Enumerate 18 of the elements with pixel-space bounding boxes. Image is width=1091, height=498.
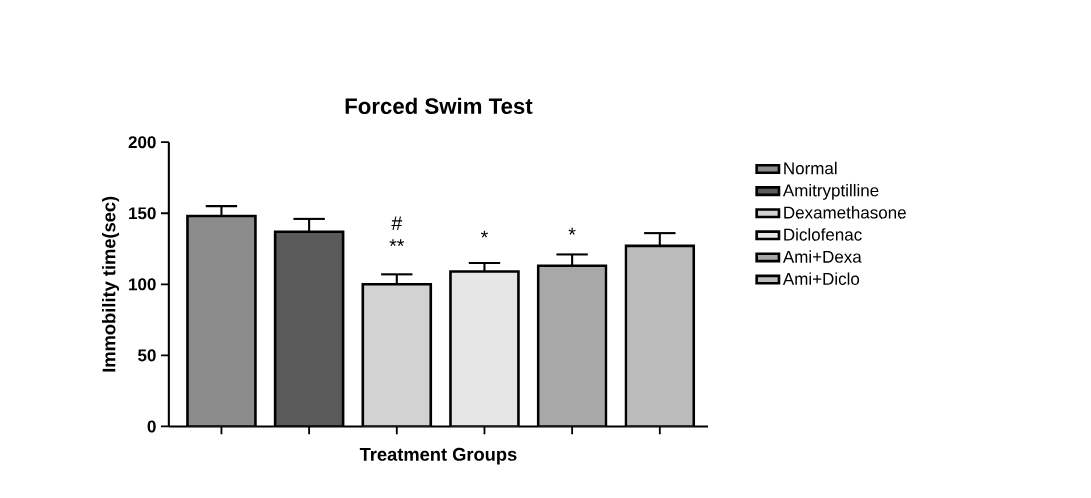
y-tick-label: 150	[129, 207, 156, 220]
annotation: #	[391, 216, 403, 230]
y-tick-label: 0	[147, 420, 156, 433]
chart-title: Forced Swim Test	[345, 97, 533, 115]
annotation: **	[389, 239, 405, 247]
y-tick-label: 100	[129, 278, 156, 291]
legend-label: Amitryptilline	[782, 183, 879, 200]
x-axis-title: Treatment Groups	[359, 447, 517, 465]
legend-label: Normal	[784, 161, 837, 175]
legend-label: Ami+Dexa	[782, 250, 862, 263]
y-axis-title: Immobility time(sec)	[102, 196, 120, 372]
y-tick-label: 200	[128, 136, 156, 149]
legend-label: Diclofenac	[784, 228, 862, 241]
legend-label: Ami+Diclo	[782, 272, 860, 285]
annotation: *	[568, 227, 576, 235]
legend-label: Dexamethasone	[784, 206, 906, 219]
y-tick-label: 50	[138, 349, 156, 362]
annotation: *	[480, 230, 488, 238]
